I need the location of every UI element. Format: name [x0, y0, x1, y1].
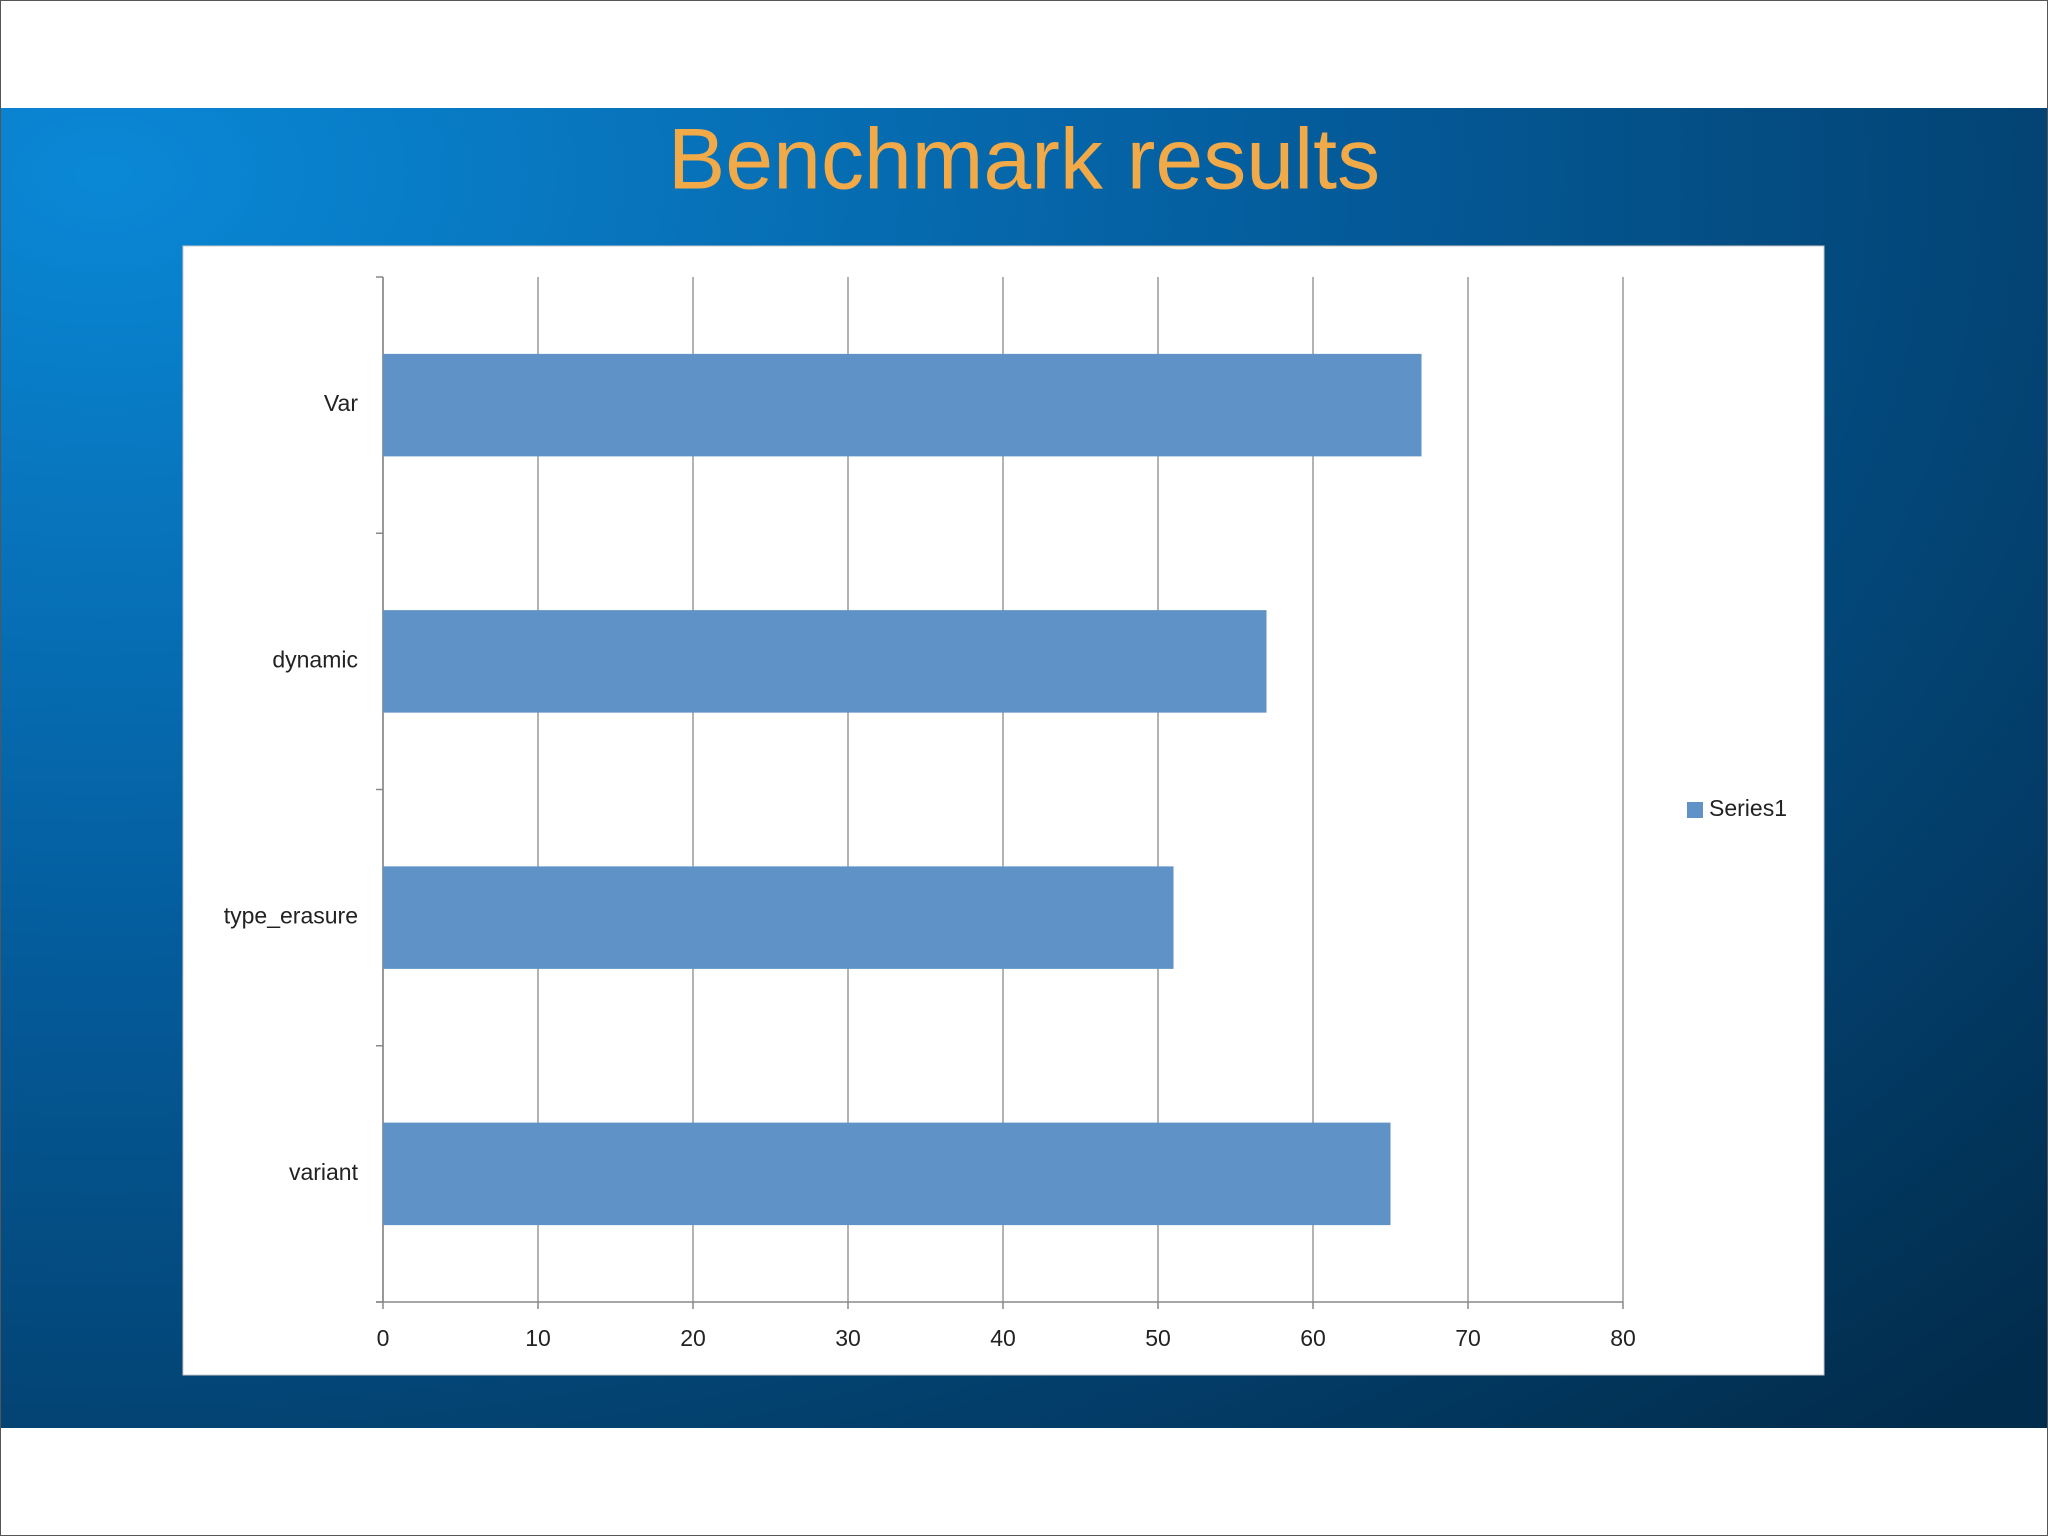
x-tick-label: 40 — [990, 1325, 1016, 1351]
legend-swatch — [1687, 802, 1703, 818]
bar — [383, 610, 1267, 713]
x-tick-label: 50 — [1145, 1325, 1171, 1351]
x-tick-label: 10 — [525, 1325, 551, 1351]
x-tick-label: 20 — [680, 1325, 706, 1351]
y-tick-label: type_erasure — [224, 903, 358, 929]
x-tick-label: 60 — [1300, 1325, 1326, 1351]
x-tick-label: 30 — [835, 1325, 861, 1351]
bar — [383, 353, 1422, 457]
x-tick-label: 70 — [1455, 1325, 1481, 1351]
x-tick-label: 80 — [1610, 1325, 1636, 1351]
bar — [383, 1122, 1391, 1226]
legend-label: Series1 — [1709, 795, 1787, 821]
y-tick-label: Var — [324, 390, 358, 416]
bar — [383, 866, 1174, 969]
chart-title: Benchmark results — [668, 112, 1380, 208]
x-tick-label: 0 — [377, 1325, 390, 1351]
y-tick-label: variant — [289, 1159, 359, 1185]
y-tick-label: dynamic — [272, 646, 358, 672]
